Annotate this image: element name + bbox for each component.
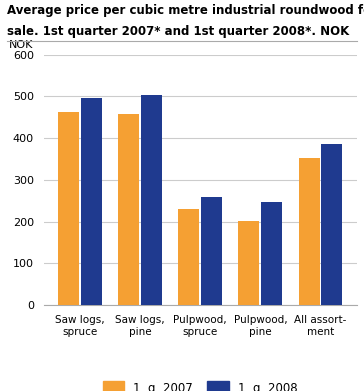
Bar bbox=[321, 144, 343, 305]
Bar bbox=[298, 158, 320, 305]
Bar bbox=[118, 115, 139, 305]
Bar bbox=[261, 202, 282, 305]
Bar bbox=[81, 98, 102, 305]
Bar bbox=[238, 221, 260, 305]
Text: NOK: NOK bbox=[9, 40, 33, 50]
Bar bbox=[201, 197, 222, 305]
Text: sale. 1st quarter 2007* and 1st quarter 2008*. NOK: sale. 1st quarter 2007* and 1st quarter … bbox=[7, 25, 349, 38]
Bar bbox=[178, 209, 199, 305]
Text: Average price per cubic metre industrial roundwood for: Average price per cubic metre industrial… bbox=[7, 4, 364, 17]
Bar bbox=[58, 112, 79, 305]
Legend: 1. q. 2007, 1. q. 2008: 1. q. 2007, 1. q. 2008 bbox=[103, 381, 298, 391]
Bar bbox=[141, 95, 162, 305]
